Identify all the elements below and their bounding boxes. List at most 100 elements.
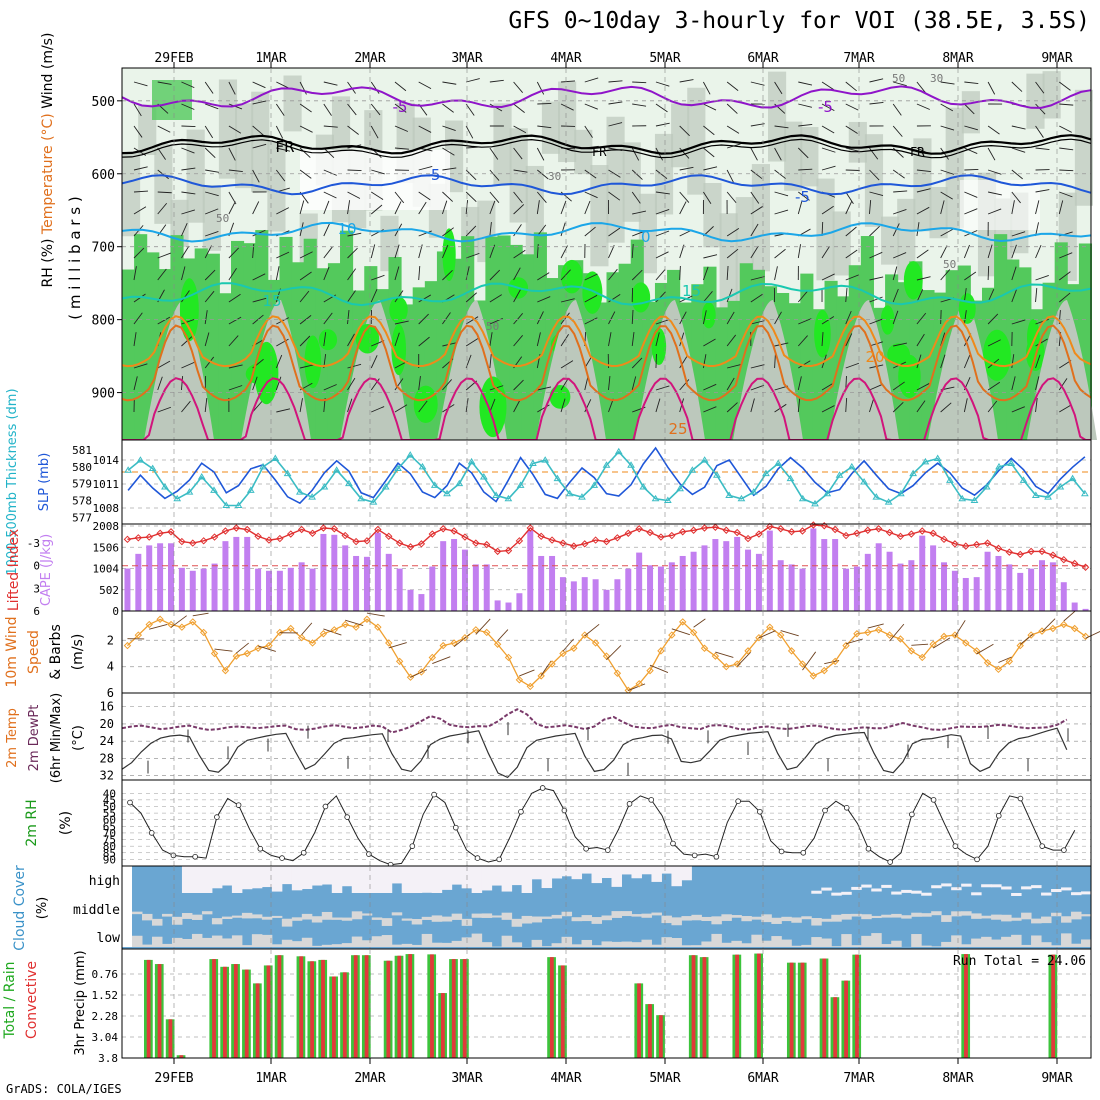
wind-barb xyxy=(608,311,616,325)
wind-barb xyxy=(655,353,657,369)
wind-barb xyxy=(679,332,685,347)
wind-speed-point xyxy=(689,628,698,637)
wind-speed-point xyxy=(145,620,153,629)
wind-speed-point xyxy=(591,639,600,647)
wind-speed-point xyxy=(940,632,948,641)
wind-barb xyxy=(821,147,836,153)
cape-bar xyxy=(853,566,860,611)
wind-barb xyxy=(845,362,860,369)
wind-barb xyxy=(655,332,660,347)
slp-line xyxy=(127,446,1086,505)
lifted-index-point xyxy=(689,526,698,534)
wind-barb xyxy=(845,103,859,111)
isotherm-contour xyxy=(121,315,1092,368)
rh-point xyxy=(539,785,546,791)
cloud-low-bar xyxy=(381,935,393,947)
wind-barb xyxy=(703,147,715,158)
wind-barb xyxy=(655,291,666,303)
thickness-point xyxy=(541,456,550,463)
cape-bar xyxy=(1017,572,1024,611)
lifted-index-point xyxy=(940,535,948,544)
cloud-high-bar xyxy=(471,866,483,893)
cloud-low-bar xyxy=(941,941,952,947)
cloud-low-bar xyxy=(331,944,343,947)
lifted-index-point xyxy=(156,529,164,537)
wind-barb xyxy=(750,223,759,237)
thickness-point xyxy=(197,472,206,480)
cloud-low-bar xyxy=(351,936,363,947)
thickness-point xyxy=(308,493,317,500)
wind-barb xyxy=(988,191,1002,196)
date-top-label: 29FEB xyxy=(154,51,193,66)
rh-gray-cell xyxy=(654,133,674,215)
y-tick-label: 16 xyxy=(100,700,114,714)
cape-bar xyxy=(701,545,708,611)
cloud-high-bar xyxy=(641,866,652,875)
cloud-low-bar xyxy=(891,940,902,947)
cape-bar xyxy=(255,568,262,611)
wind-barb xyxy=(370,289,378,303)
lifted-index-point xyxy=(210,533,219,541)
cloud-low-bar xyxy=(711,933,722,947)
wind-barb xyxy=(964,191,978,198)
rh-point xyxy=(1017,795,1024,802)
wind-barb xyxy=(821,81,834,91)
y-tick-label: 1008 xyxy=(93,502,120,515)
wind-barb xyxy=(892,288,899,303)
precip-conv-bar xyxy=(299,956,304,1058)
cloud-low-bar xyxy=(311,945,323,947)
slp-ylabel: SLP (mb) xyxy=(37,453,52,512)
wind-barb xyxy=(323,103,332,116)
thickness-point xyxy=(430,481,439,488)
wind-barb xyxy=(584,376,589,391)
wind-barb xyxy=(347,125,359,135)
cloud-mid-bar xyxy=(871,915,882,919)
cloud-mid-bar xyxy=(171,916,183,925)
wind-speed-point xyxy=(744,647,752,655)
cloud-mid-bar xyxy=(591,917,603,924)
cloud-low-bar xyxy=(551,943,563,947)
cloud-low-bar xyxy=(451,940,463,947)
wind-barb xyxy=(323,332,327,347)
thickness-point xyxy=(847,462,856,470)
wind-speed-point xyxy=(570,644,578,652)
wind-barb xyxy=(821,316,835,325)
cloud-low-bar xyxy=(811,937,822,947)
wind-barb xyxy=(1063,610,1076,622)
lifted-index-point xyxy=(167,528,175,536)
wind-barb xyxy=(608,101,623,105)
cloud-low-bar xyxy=(771,936,782,947)
wind-speed-point xyxy=(221,666,230,675)
wind-barb xyxy=(536,311,544,325)
wind-barb xyxy=(513,249,526,259)
wind-barb xyxy=(774,125,789,129)
y-tick-label: 800 xyxy=(92,314,115,329)
wind-barb xyxy=(798,168,813,171)
wind-barb xyxy=(963,398,968,413)
wind-barb xyxy=(964,125,978,131)
wind-barb xyxy=(845,201,853,215)
wind-barb xyxy=(181,245,190,259)
rh-plume xyxy=(928,300,998,440)
lifted-index-point xyxy=(602,537,611,546)
wind-barb xyxy=(797,200,803,215)
wind-barb xyxy=(584,294,598,303)
cloud-high-bar xyxy=(411,866,423,893)
rh-bright-blob xyxy=(701,302,716,329)
wind-barb xyxy=(497,629,509,642)
cloud-mid-bar xyxy=(751,916,762,920)
cloud-mid-bar xyxy=(951,911,962,917)
cloud-high-bar xyxy=(1001,886,1012,890)
thickness-point xyxy=(995,462,1003,470)
wind-barb xyxy=(323,191,337,199)
cloud-mid-bar xyxy=(631,914,642,917)
wind-ylabel: & Barbs xyxy=(48,624,64,680)
wind-barb xyxy=(442,147,455,156)
y-tick-label: 75 xyxy=(103,834,116,847)
wind-barb xyxy=(418,313,429,325)
date-top-label: 6MAR xyxy=(747,51,778,66)
rh-point xyxy=(170,852,177,859)
dewpoint-line xyxy=(121,708,1068,734)
y-tick-label: 50 xyxy=(103,800,116,813)
cape-bar xyxy=(723,541,730,611)
